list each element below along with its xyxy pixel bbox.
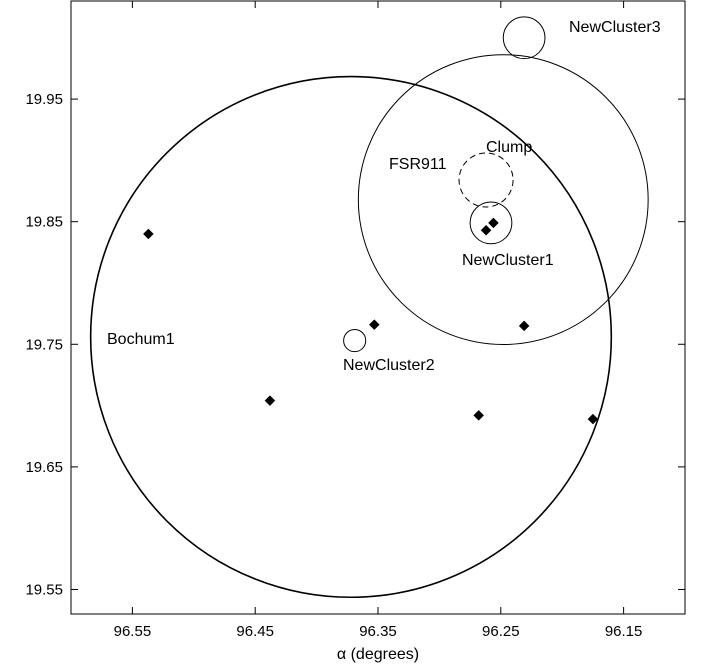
label-newcluster3: NewCluster3: [569, 19, 661, 36]
region-circle-clump: [458, 152, 514, 208]
y-tick-label: 19.65: [25, 459, 63, 476]
region-circle-fsr911: [357, 54, 649, 346]
y-tick-label: 19.75: [25, 336, 63, 353]
label-newcluster1: NewCluster1: [462, 252, 554, 269]
x-tick-label: 96.35: [359, 623, 397, 640]
region-circle-newcluster1: [469, 201, 513, 245]
region-circle-newcluster2: [343, 329, 367, 353]
label-fsr911: FSR911: [389, 156, 447, 173]
y-tick-label: 19.95: [25, 91, 63, 108]
plot-frame: [70, 0, 686, 615]
label-clump: Clump: [486, 139, 532, 156]
region-circle-newcluster3: [502, 16, 546, 60]
data-point: [143, 228, 154, 240]
x-tick-label: 96.55: [114, 623, 152, 640]
data-point: [518, 320, 530, 332]
plot-content: [89, 16, 649, 599]
x-tick-label: 96.25: [482, 623, 520, 640]
x-axis-label: α (degrees): [337, 646, 419, 663]
label-newcluster2: NewCluster2: [343, 357, 435, 374]
axis-ticks: 96.55 96.45 96.35 96.25 96.15 19.55 19.65 19.75…: [25, 1, 685, 640]
data-point: [473, 410, 485, 421]
annotations: Bochum1 FSR911 Clump NewCluster1 NewCluster2…: [107, 19, 661, 374]
x-tick-label: 96.15: [605, 623, 643, 640]
data-point: [587, 413, 599, 425]
data-point: [480, 224, 492, 236]
label-bochum1: Bochum1: [107, 331, 175, 348]
data-point: [264, 395, 276, 407]
x-tick-label: 96.45: [236, 623, 274, 640]
data-point: [368, 319, 380, 331]
region-circle-bochum1: [89, 75, 613, 599]
data-point: [488, 217, 499, 229]
y-tick-label: 19.85: [25, 214, 63, 231]
y-tick-label: 19.55: [25, 581, 63, 598]
